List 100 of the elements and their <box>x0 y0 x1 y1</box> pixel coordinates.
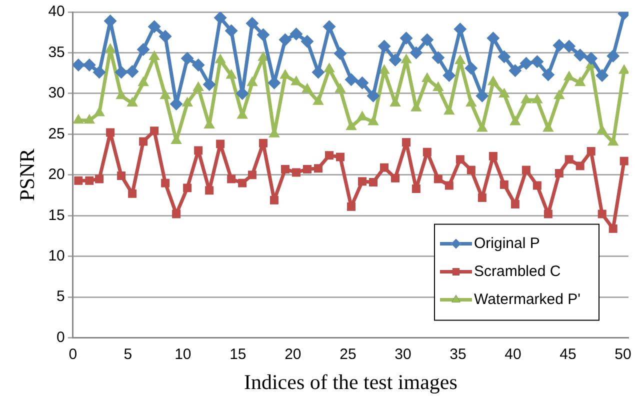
point <box>138 76 149 86</box>
point <box>444 104 455 115</box>
point <box>246 16 259 30</box>
point <box>356 76 369 90</box>
legend-label: Original P <box>474 234 540 252</box>
point <box>520 56 533 70</box>
point <box>596 69 609 82</box>
point <box>532 181 542 190</box>
x-tick-label: 5 <box>124 346 132 363</box>
point <box>74 176 83 185</box>
point <box>214 54 226 64</box>
point <box>488 76 499 86</box>
point <box>347 202 356 211</box>
point <box>324 151 334 160</box>
point <box>82 58 96 72</box>
point <box>192 58 205 72</box>
point <box>344 73 358 86</box>
point <box>280 164 290 174</box>
point <box>510 200 520 208</box>
point <box>574 76 586 86</box>
point <box>598 210 606 218</box>
point <box>586 147 596 156</box>
point <box>608 224 618 233</box>
point <box>498 50 511 64</box>
point <box>136 42 150 56</box>
point <box>334 47 347 60</box>
x-tick-label: 40 <box>504 346 522 363</box>
point <box>554 89 565 100</box>
point <box>170 98 183 111</box>
point <box>160 89 171 100</box>
x-tick-label: 25 <box>340 346 356 363</box>
y-tick-label: 30 <box>48 84 65 102</box>
point <box>466 166 476 174</box>
point <box>422 72 433 82</box>
point <box>172 210 181 218</box>
point <box>530 55 544 68</box>
point <box>378 40 391 53</box>
point <box>72 114 84 124</box>
point <box>324 62 335 72</box>
legend-label: Scrambled C <box>474 262 561 280</box>
point <box>606 49 620 62</box>
point <box>292 168 300 177</box>
point <box>478 193 486 202</box>
y-tick-label: 20 <box>48 166 65 184</box>
point <box>312 95 324 105</box>
point <box>256 28 270 42</box>
point <box>456 155 464 164</box>
point <box>402 138 410 147</box>
point <box>510 115 521 126</box>
point <box>334 82 346 93</box>
point <box>618 64 628 74</box>
point <box>314 164 322 173</box>
point <box>126 64 139 78</box>
point <box>148 50 160 60</box>
point <box>95 174 104 184</box>
point <box>302 164 312 174</box>
legend-label: Watermarked P' <box>474 290 581 308</box>
point <box>488 152 498 160</box>
point <box>336 152 344 162</box>
point <box>116 89 127 100</box>
point <box>280 69 291 79</box>
point <box>508 64 522 78</box>
point <box>300 34 314 48</box>
point <box>246 76 258 86</box>
point <box>258 138 268 148</box>
point <box>432 51 445 64</box>
point <box>104 42 116 53</box>
point <box>158 30 172 43</box>
x-tick-label: 45 <box>560 346 576 363</box>
point <box>368 115 379 126</box>
point <box>226 69 237 79</box>
point <box>476 122 488 132</box>
point <box>422 148 432 156</box>
point <box>227 174 236 184</box>
point <box>522 166 530 174</box>
point <box>420 33 434 46</box>
point <box>369 178 378 186</box>
point <box>486 32 500 45</box>
y-tick-label: 35 <box>48 44 65 61</box>
x-tick-label: 15 <box>230 346 246 363</box>
y-tick-label: 25 <box>48 125 65 142</box>
point <box>500 180 508 189</box>
point <box>574 48 587 62</box>
point <box>412 184 420 193</box>
point <box>378 64 390 74</box>
point <box>278 33 292 46</box>
x-tick-label: 0 <box>68 346 78 363</box>
point <box>126 96 138 106</box>
x-tick-label: 20 <box>284 346 302 363</box>
point <box>128 189 137 198</box>
y-tick-label: 10 <box>48 247 65 264</box>
point <box>216 140 225 148</box>
point <box>466 96 477 106</box>
point <box>432 81 444 91</box>
point <box>148 20 161 34</box>
point <box>94 106 105 116</box>
point <box>620 156 628 166</box>
point <box>442 69 456 82</box>
point <box>270 196 278 204</box>
point <box>302 82 313 93</box>
